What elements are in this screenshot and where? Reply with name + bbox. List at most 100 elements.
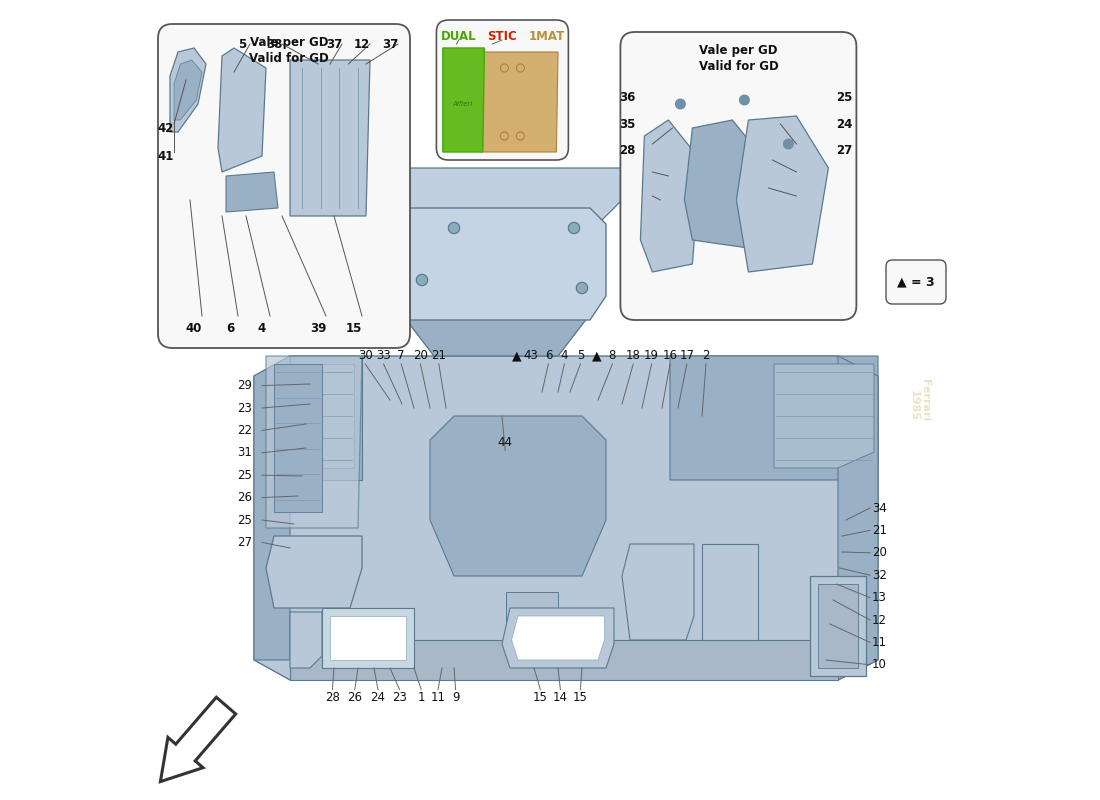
Text: Since 1985: Since 1985 (521, 466, 738, 590)
Text: 12: 12 (872, 614, 887, 626)
Text: 32: 32 (872, 569, 887, 582)
Polygon shape (774, 364, 875, 468)
Text: 37: 37 (382, 38, 398, 50)
Text: 28: 28 (619, 144, 636, 157)
Polygon shape (170, 48, 206, 132)
Text: 4: 4 (257, 322, 266, 334)
FancyBboxPatch shape (620, 32, 857, 320)
Text: 15: 15 (345, 322, 362, 334)
Text: 43: 43 (524, 350, 538, 362)
Text: STIC: STIC (487, 30, 517, 42)
Text: 1MAT: 1MAT (529, 30, 565, 42)
Text: 17: 17 (680, 350, 694, 362)
Circle shape (675, 99, 685, 109)
Polygon shape (362, 168, 630, 224)
Text: 27: 27 (236, 536, 252, 549)
Text: 27: 27 (836, 144, 852, 157)
Text: 22: 22 (236, 424, 252, 437)
Text: Ferrari
1985: Ferrari 1985 (909, 379, 929, 421)
Circle shape (569, 222, 580, 234)
Text: 39: 39 (310, 322, 327, 334)
Text: 23: 23 (236, 402, 252, 414)
Polygon shape (382, 208, 606, 320)
Text: 36: 36 (619, 91, 636, 104)
Text: sparepartsnr.com: sparepartsnr.com (424, 371, 708, 525)
Text: 1: 1 (418, 691, 425, 704)
Polygon shape (838, 356, 878, 680)
Circle shape (739, 95, 749, 105)
Text: 24: 24 (836, 118, 852, 130)
Text: 26: 26 (236, 491, 252, 504)
Circle shape (783, 139, 793, 149)
Circle shape (576, 282, 587, 294)
Text: 5: 5 (238, 38, 246, 50)
Polygon shape (478, 52, 558, 152)
Text: 7: 7 (397, 350, 405, 362)
Text: 25: 25 (236, 469, 252, 482)
Text: 34: 34 (872, 502, 887, 514)
Text: 20: 20 (412, 350, 428, 362)
Polygon shape (254, 356, 878, 680)
Polygon shape (266, 356, 362, 528)
Text: 33: 33 (376, 350, 390, 362)
Text: 13: 13 (872, 591, 887, 604)
Text: Alfieri: Alfieri (452, 101, 473, 107)
Polygon shape (174, 60, 202, 120)
Text: 44: 44 (497, 436, 513, 449)
Text: 6: 6 (226, 322, 234, 334)
Text: 23: 23 (393, 691, 407, 704)
Polygon shape (322, 608, 414, 668)
Polygon shape (512, 616, 604, 660)
FancyBboxPatch shape (886, 260, 946, 304)
Polygon shape (378, 272, 394, 328)
Text: 11: 11 (430, 691, 446, 704)
Polygon shape (266, 536, 362, 608)
Text: Vale per GD
Valid for GD: Vale per GD Valid for GD (250, 36, 329, 65)
Text: 41: 41 (157, 150, 174, 162)
Text: 21: 21 (431, 350, 447, 362)
Circle shape (417, 274, 428, 286)
Text: 4: 4 (561, 350, 569, 362)
Text: 9: 9 (452, 691, 460, 704)
Polygon shape (443, 48, 484, 152)
Polygon shape (736, 116, 828, 272)
Polygon shape (818, 584, 858, 668)
Polygon shape (670, 356, 878, 480)
FancyBboxPatch shape (158, 24, 410, 348)
Circle shape (449, 222, 460, 234)
Polygon shape (218, 48, 266, 172)
Text: 5: 5 (576, 350, 584, 362)
FancyBboxPatch shape (437, 20, 569, 160)
Text: 15: 15 (573, 691, 587, 704)
Text: ▲ = 3: ▲ = 3 (898, 275, 935, 289)
Text: 30: 30 (358, 350, 373, 362)
Text: ▲: ▲ (512, 350, 521, 362)
Text: 37: 37 (326, 38, 342, 50)
Text: 42: 42 (157, 122, 174, 134)
Text: 24: 24 (371, 691, 385, 704)
Text: 25: 25 (236, 514, 252, 526)
Text: Vale per GD
Valid for GD: Vale per GD Valid for GD (698, 44, 779, 73)
Polygon shape (640, 120, 701, 272)
Text: 20: 20 (872, 546, 887, 559)
Text: 2: 2 (702, 350, 710, 362)
Text: 28: 28 (324, 691, 340, 704)
Text: 16: 16 (662, 350, 678, 362)
Polygon shape (502, 608, 614, 668)
Polygon shape (394, 208, 598, 356)
Polygon shape (621, 544, 694, 640)
Polygon shape (226, 172, 278, 212)
Polygon shape (702, 544, 758, 640)
Polygon shape (254, 356, 290, 660)
Text: 25: 25 (836, 91, 852, 104)
Polygon shape (274, 364, 322, 512)
Polygon shape (290, 640, 838, 680)
Polygon shape (330, 616, 406, 660)
Polygon shape (684, 120, 764, 248)
Text: 12: 12 (354, 38, 370, 50)
Polygon shape (290, 60, 370, 216)
Text: 35: 35 (619, 118, 636, 130)
Text: 6: 6 (544, 350, 552, 362)
Text: 18: 18 (626, 350, 640, 362)
Text: 31: 31 (236, 446, 252, 459)
